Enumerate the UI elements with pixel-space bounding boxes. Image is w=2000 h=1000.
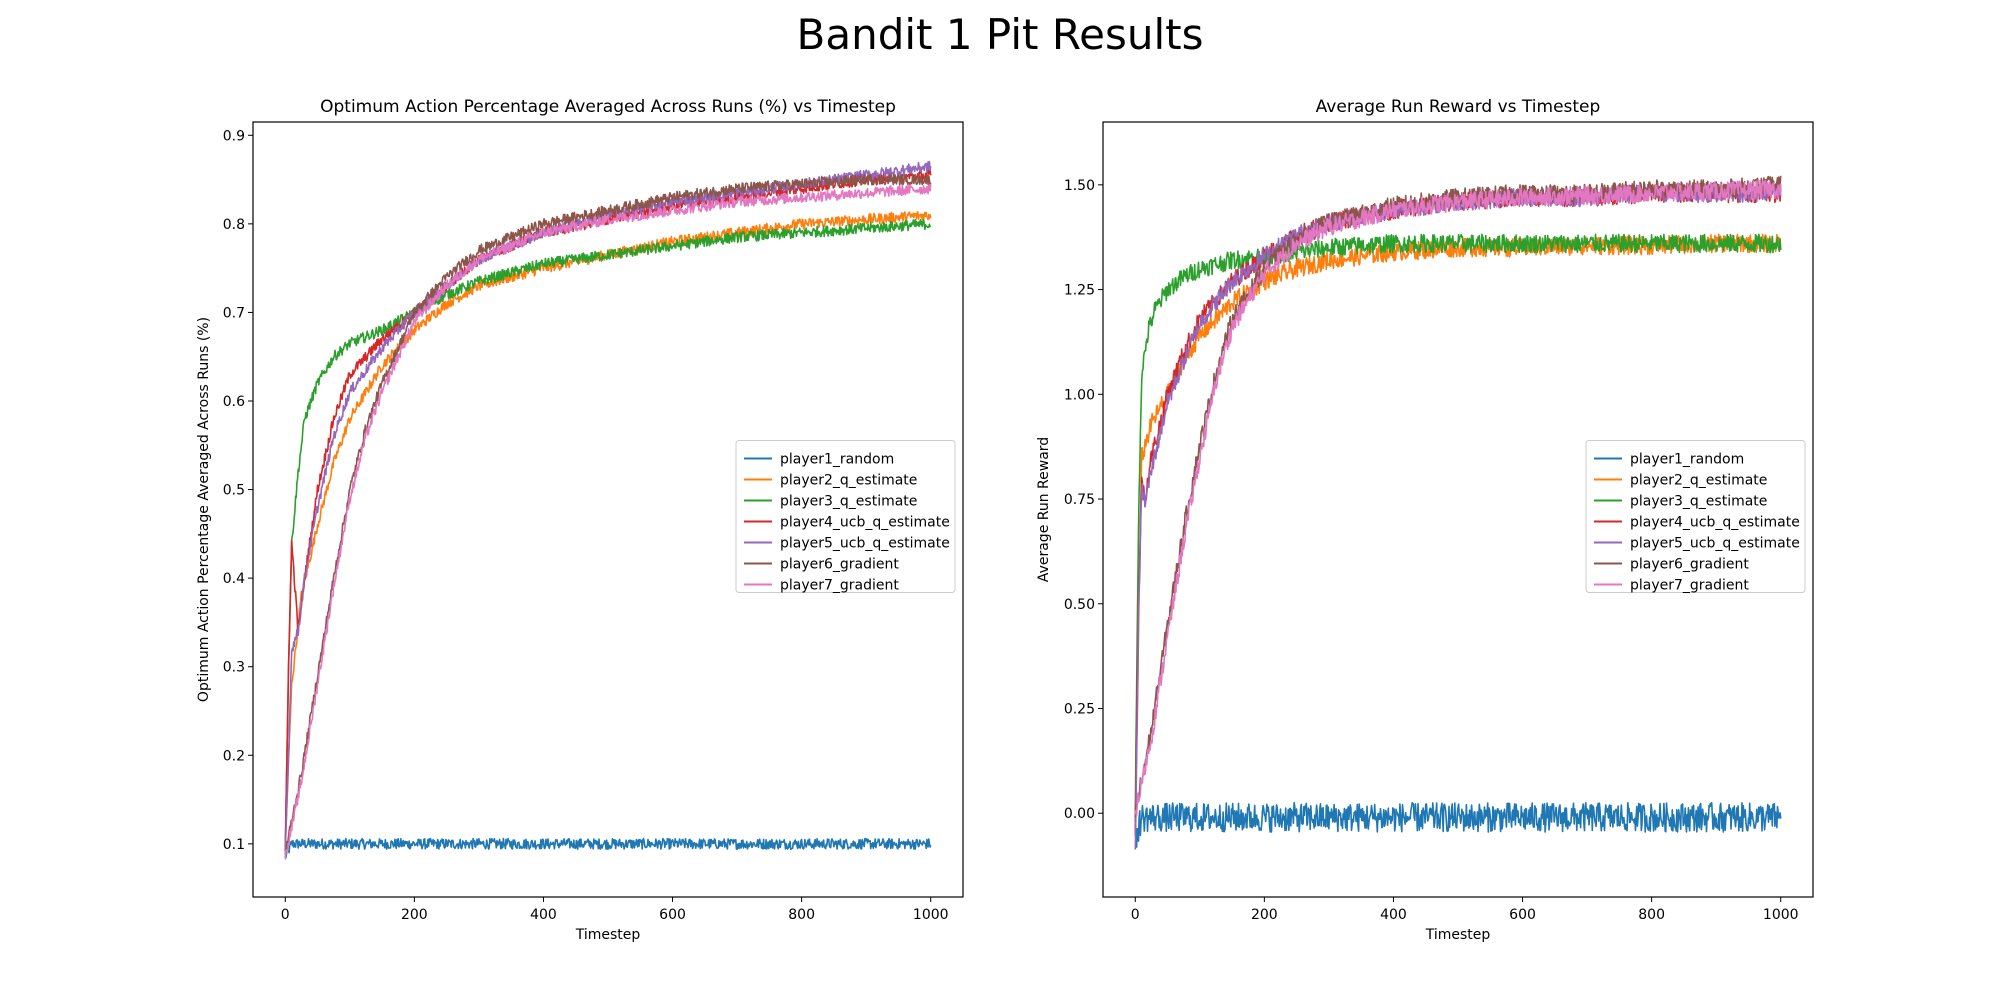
legend-entry: player2_q_estimate	[780, 473, 917, 489]
y-tick-label: 0.2	[223, 748, 245, 764]
x-tick-label: 0	[281, 907, 290, 923]
plot-frame	[1102, 121, 1814, 898]
y-axis-label: Average Run Reward	[1036, 437, 1052, 582]
y-tick-label: 0.00	[1064, 806, 1095, 822]
x-tick-label: 200	[1251, 907, 1278, 923]
legend: player1_random player2_q_estimate player3_…	[735, 440, 956, 594]
y-axis-label: Optimum Action Percentage Averaged Acros…	[196, 317, 212, 702]
series-line-player7_gradient	[284, 184, 932, 860]
y-tick-label: 1.25	[1064, 283, 1095, 299]
y-tick-label: 0.1	[223, 837, 245, 853]
y-tick-label: 0.7	[223, 305, 245, 321]
series-group	[284, 160, 932, 860]
y-tick-label: 0.4	[223, 571, 245, 587]
y-tick-label: 1.50	[1064, 178, 1095, 194]
legend-box	[1585, 440, 1806, 593]
series-line-player1_random	[1134, 801, 1782, 848]
legend-entry: player6_gradient	[780, 557, 899, 573]
legend-entry: player6_gradient	[1630, 557, 1749, 573]
legend: player1_random player2_q_estimate player3_…	[1585, 440, 1806, 594]
legend-entry: player4_ucb_q_estimate	[780, 515, 950, 531]
y-tick-label: 0.8	[223, 217, 245, 233]
x-tick-label: 1000	[913, 907, 949, 923]
legend-entry: player4_ucb_q_estimate	[1630, 515, 1800, 531]
chart-panel-2: Average Run Reward vs Timestep 0 200 400 600…	[1036, 97, 1814, 943]
legend-entry: player3_q_estimate	[1630, 494, 1767, 510]
chart-panel-1: Optimum Action Percentage Averaged Acros…	[196, 97, 964, 943]
x-axis-label: Timestep	[1425, 927, 1491, 943]
y-tick-label: 0.75	[1064, 492, 1095, 508]
x-tick-label: 800	[1638, 907, 1665, 923]
legend-entry: player1_random	[780, 452, 894, 468]
x-tick-label: 1000	[1763, 907, 1799, 923]
legend-entry: player5_ucb_q_estimate	[780, 536, 950, 552]
legend-entry: player1_random	[1630, 452, 1744, 468]
y-tick-label: 0.5	[223, 483, 245, 499]
legend-box	[735, 440, 956, 593]
series-line-player6_gradient	[284, 173, 932, 852]
series-line-player7_gradient	[1134, 179, 1782, 817]
y-tick-label: 1.00	[1064, 387, 1095, 403]
axes-title: Optimum Action Percentage Averaged Acros…	[320, 97, 896, 117]
legend-entry: player3_q_estimate	[780, 494, 917, 510]
axes-title: Average Run Reward vs Timestep	[1316, 97, 1601, 117]
legend-entry: player7_gradient	[780, 578, 899, 594]
legend-entry: player5_ucb_q_estimate	[1630, 536, 1800, 552]
figure-title: Bandit 1 Pit Results	[796, 10, 1204, 59]
legend-entry: player2_q_estimate	[1630, 473, 1767, 489]
y-tick-label: 0.6	[223, 394, 245, 410]
x-tick-label: 200	[401, 907, 428, 923]
x-tick-label: 600	[659, 907, 686, 923]
plot-frame	[252, 121, 964, 898]
series-line-player1_random	[284, 837, 932, 859]
y-tick-label: 0.50	[1064, 597, 1095, 613]
series-line-player4_ucb_q_estimate	[284, 169, 932, 851]
legend-entry: player7_gradient	[1630, 578, 1749, 594]
y-tick-label: 0.25	[1064, 701, 1095, 717]
series-line-player3_q_estimate	[1134, 233, 1782, 822]
x-tick-label: 600	[1509, 907, 1536, 923]
x-tick-label: 800	[788, 907, 815, 923]
y-tick-label: 0.3	[223, 660, 245, 676]
series-line-player3_q_estimate	[284, 219, 932, 856]
x-tick-label: 400	[1380, 907, 1407, 923]
y-tick-label: 0.9	[223, 128, 245, 144]
x-tick-label: 0	[1131, 907, 1140, 923]
x-tick-label: 400	[530, 907, 557, 923]
x-axis-label: Timestep	[575, 927, 641, 943]
series-group	[1134, 175, 1782, 850]
